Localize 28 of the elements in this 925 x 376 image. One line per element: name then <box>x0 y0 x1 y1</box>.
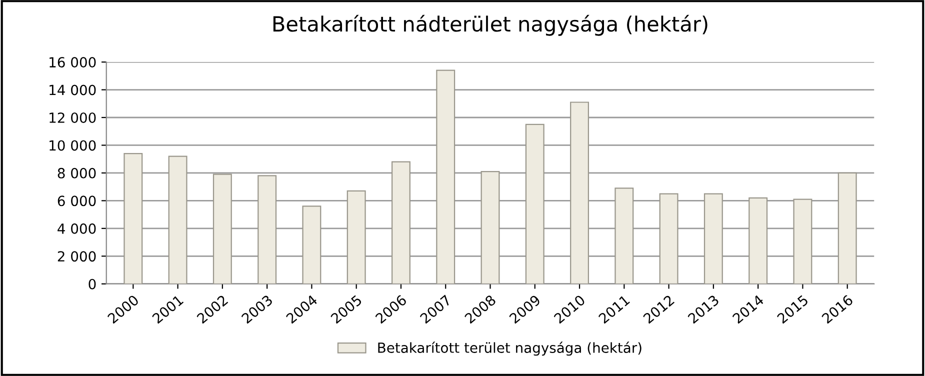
legend-label: Betakarított terület nagysága (hektár) <box>378 342 642 356</box>
bar <box>436 70 456 284</box>
bar <box>212 174 232 284</box>
bar <box>168 156 188 284</box>
y-tick-label: 12 000 <box>50 112 96 123</box>
bar <box>614 188 634 284</box>
bar <box>704 193 723 284</box>
bar <box>302 206 322 284</box>
y-tick-label: 8 000 <box>58 168 96 178</box>
bar <box>570 102 590 284</box>
y-tick-label: 14 000 <box>50 84 96 96</box>
y-tick-label: 16 000 <box>50 57 96 68</box>
y-tick-label: 4 000 <box>58 223 96 234</box>
bar <box>346 190 366 284</box>
bar <box>793 198 812 284</box>
y-tick-label: 10 000 <box>50 140 96 151</box>
bar <box>391 161 410 284</box>
y-tick-label: 0 <box>88 278 96 290</box>
y-tick-label: 2 000 <box>58 251 96 262</box>
bar <box>748 197 768 284</box>
y-tick-label: 6 000 <box>58 196 96 206</box>
bar <box>838 172 857 284</box>
bar <box>525 124 544 284</box>
bar <box>480 171 500 284</box>
chart-title: Betakarított nádterület nagysága (hektár) <box>273 14 708 36</box>
bar <box>124 152 143 284</box>
bar <box>258 175 277 284</box>
bar <box>659 193 678 284</box>
